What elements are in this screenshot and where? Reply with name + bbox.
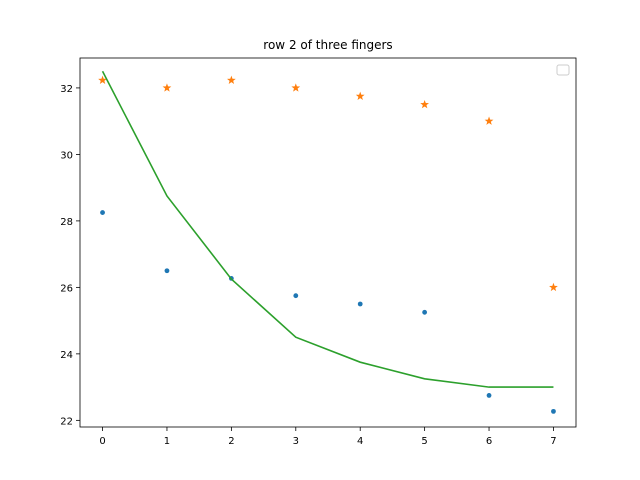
y-tick-label: 24 <box>60 350 73 361</box>
data-point-star <box>420 99 429 109</box>
chart-title: row 2 of three fingers <box>263 38 392 52</box>
legend-box <box>556 64 570 76</box>
x-tick-label: 4 <box>357 436 363 447</box>
series-line <box>101 70 554 388</box>
data-point-star <box>162 83 172 92</box>
y-tick-label: 26 <box>60 283 73 294</box>
x-tick-label: 2 <box>228 436 234 447</box>
y-tick-label: 28 <box>60 217 73 228</box>
x-tick-label: 7 <box>550 436 556 447</box>
data-point-dot <box>164 268 170 274</box>
y-tick-label: 32 <box>60 84 73 95</box>
data-point-dot <box>357 301 363 307</box>
data-point-dot <box>293 293 299 299</box>
data-point-dot <box>100 210 105 215</box>
y-tick-label: 22 <box>60 416 73 427</box>
data-point-dot <box>422 309 428 315</box>
data-point-star <box>549 282 558 292</box>
y-tick-label: 30 <box>60 150 73 161</box>
x-tick-label: 0 <box>99 436 105 447</box>
data-point-star <box>484 116 494 125</box>
x-tick-label: 3 <box>293 436 299 447</box>
x-tick-label: 1 <box>164 436 170 447</box>
axes-frame <box>79 57 577 428</box>
data-point-dot <box>551 408 556 414</box>
x-tick-label: 5 <box>421 436 427 447</box>
data-point-star <box>291 83 301 92</box>
data-point-star <box>355 91 365 100</box>
data-point-star <box>227 75 236 84</box>
data-point-dot <box>486 393 492 398</box>
x-tick-label: 6 <box>486 436 492 447</box>
plot-area: 0 1 2 3 4 5 6 7 22 24 26 28 30 32 <box>60 57 577 447</box>
data-point-star <box>98 75 107 84</box>
